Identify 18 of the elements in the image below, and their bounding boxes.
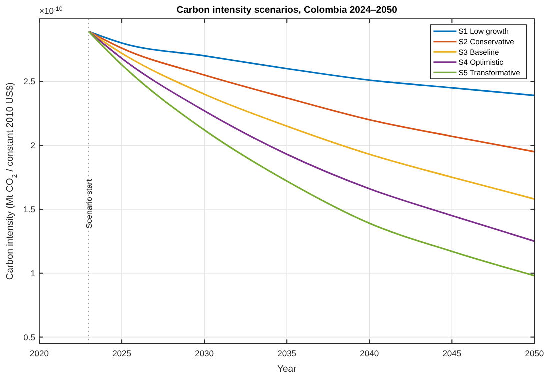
line-series	[88, 30, 536, 153]
x-axis-title: Year	[278, 364, 297, 375]
chart-title: Carbon intensity scenarios, Colombia 2024–2050	[176, 5, 398, 16]
y-tick-label: 2	[30, 140, 36, 151]
x-tick-label: 2030	[195, 348, 214, 359]
x-tick-label: 2020	[30, 348, 50, 359]
y-tick-label: 2.5	[24, 76, 36, 87]
y-tick-label: 1	[30, 268, 36, 278]
text: ×10$^{-10}$	[40, 6, 64, 16]
x-tick-label: 2040	[360, 348, 380, 359]
x-tick-label: 2050	[525, 348, 544, 359]
x-tick-label: 2035	[278, 348, 297, 359]
y-tick-label: 1.5	[24, 204, 36, 214]
y-tick-label: 0.5	[24, 332, 36, 342]
x-tick-label: 2025	[112, 348, 132, 359]
line-series	[88, 30, 536, 96]
ref-line-label: Scenario start	[85, 178, 94, 229]
x-tick-label: 2045	[442, 348, 462, 359]
